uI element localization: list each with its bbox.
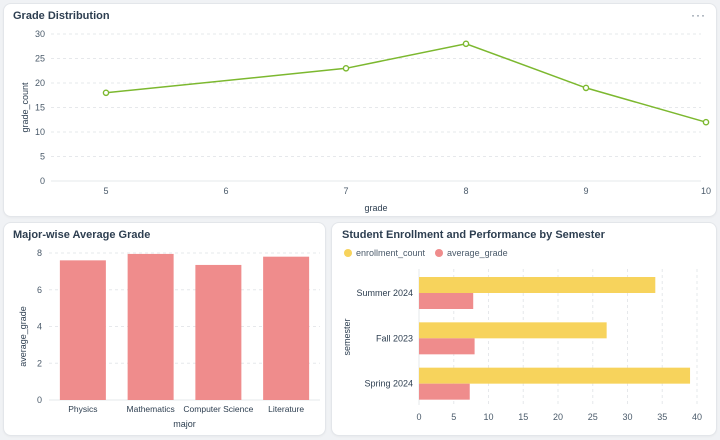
y-tick-label: 4 bbox=[37, 322, 42, 332]
y-tick-label: 0 bbox=[40, 176, 45, 186]
x-tick-label: 6 bbox=[223, 186, 228, 196]
grade-distribution-card: Grade Distribution ··· 0 5 10 15 20 25 30 5 6 7 8 9… bbox=[3, 3, 717, 217]
legend-label-average-grade: average_grade bbox=[447, 248, 508, 258]
x-tick-label: Physics bbox=[68, 404, 97, 414]
x-tick-label: 8 bbox=[463, 186, 468, 196]
bar bbox=[419, 383, 470, 400]
y-tick-label: Fall 2023 bbox=[376, 333, 413, 343]
x-axis-label: grade bbox=[364, 203, 387, 213]
x-tick-label: 25 bbox=[588, 412, 598, 422]
y-axis-label: grade_count bbox=[20, 82, 30, 133]
y-tick-label: 30 bbox=[35, 29, 45, 39]
y-tick-label: 5 bbox=[40, 152, 45, 162]
bar bbox=[419, 293, 474, 309]
major-average-card: Major-wise Average Grade 0 2 4 6 8 Physics Mat… bbox=[3, 222, 326, 436]
x-tick-label: 10 bbox=[701, 186, 711, 196]
enrollment-title: Student Enrollment and Performance by Se… bbox=[342, 229, 605, 241]
bar bbox=[419, 322, 607, 339]
legend-label-enrollment-count: enrollment_count bbox=[356, 248, 426, 258]
x-tick-label: 20 bbox=[553, 412, 563, 422]
data-point bbox=[462, 40, 470, 48]
data-point bbox=[582, 84, 590, 92]
bar bbox=[127, 253, 174, 400]
x-tick-label: Computer Science bbox=[183, 404, 253, 414]
y-tick-label: 2 bbox=[37, 358, 42, 368]
bar bbox=[419, 367, 691, 384]
grade-distribution-title: Grade Distribution bbox=[13, 10, 110, 22]
x-tick-label: 0 bbox=[416, 412, 421, 422]
enrollment-legend: enrollment_count average_grade bbox=[344, 248, 518, 258]
data-point bbox=[102, 89, 110, 97]
data-point bbox=[702, 118, 710, 126]
x-tick-label: 40 bbox=[692, 412, 702, 422]
y-tick-label: 6 bbox=[37, 285, 42, 295]
bar bbox=[419, 338, 475, 355]
y-axis-label: semester bbox=[342, 318, 352, 355]
legend-swatch-red bbox=[435, 249, 444, 257]
x-tick-label: 35 bbox=[657, 412, 667, 422]
major-average-chart: 0 2 4 6 8 Physics Mathematics Computer Science L… bbox=[18, 248, 320, 429]
x-tick-label: 9 bbox=[583, 186, 588, 196]
bar bbox=[419, 277, 656, 293]
x-tick-label: 7 bbox=[343, 186, 348, 196]
major-average-title: Major-wise Average Grade bbox=[13, 229, 151, 241]
y-tick-label: 8 bbox=[37, 248, 42, 258]
x-tick-label: 30 bbox=[622, 412, 632, 422]
x-tick-label: 5 bbox=[451, 412, 456, 422]
y-axis-label: average_grade bbox=[18, 306, 28, 367]
bar bbox=[263, 256, 310, 400]
x-axis-label: major bbox=[173, 419, 196, 429]
legend-item-enrollment-count[interactable]: enrollment_count bbox=[344, 248, 425, 258]
more-options-icon[interactable]: ··· bbox=[691, 8, 706, 22]
bar bbox=[195, 264, 242, 400]
enrollment-card: Student Enrollment and Performance by Se… bbox=[331, 222, 717, 436]
x-tick-label: 15 bbox=[518, 412, 528, 422]
data-point bbox=[342, 65, 350, 72]
enrollment-chart: 0 5 10 15 20 25 30 35 40 Summer 2024 Fall 2023 Spri… bbox=[342, 269, 702, 422]
legend-item-average-grade[interactable]: average_grade bbox=[435, 248, 508, 258]
x-tick-label: Literature bbox=[268, 404, 304, 414]
x-tick-label: 10 bbox=[483, 412, 493, 422]
y-tick-label: 20 bbox=[35, 78, 45, 88]
grade-distribution-chart: 0 5 10 15 20 25 30 5 6 7 8 9 10 grade grade_count bbox=[20, 29, 711, 213]
bar bbox=[59, 260, 106, 400]
y-tick-label: Summer 2024 bbox=[356, 288, 413, 298]
y-tick-label: 15 bbox=[35, 103, 45, 113]
x-tick-label: Mathematics bbox=[127, 404, 175, 414]
y-tick-label: 25 bbox=[35, 54, 45, 64]
y-tick-label: 0 bbox=[37, 395, 42, 405]
y-tick-label: Spring 2024 bbox=[364, 379, 413, 389]
legend-swatch-yellow bbox=[344, 249, 352, 257]
y-tick-label: 10 bbox=[35, 127, 45, 137]
x-tick-label: 5 bbox=[103, 186, 108, 196]
